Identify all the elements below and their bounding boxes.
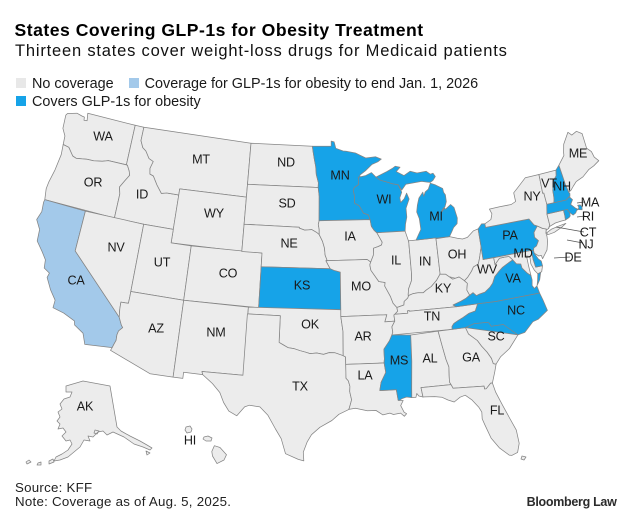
svg-text:MN: MN <box>330 169 349 183</box>
svg-text:CT: CT <box>580 226 597 240</box>
svg-text:CA: CA <box>67 274 85 288</box>
svg-text:TN: TN <box>424 310 440 324</box>
svg-text:MT: MT <box>192 153 210 167</box>
svg-text:MD: MD <box>513 247 532 261</box>
svg-text:NH: NH <box>553 180 571 194</box>
svg-text:KY: KY <box>435 282 452 296</box>
svg-text:HI: HI <box>184 434 196 448</box>
svg-text:CO: CO <box>219 267 238 281</box>
svg-text:NE: NE <box>280 237 297 251</box>
svg-text:MA: MA <box>581 196 600 210</box>
svg-text:AR: AR <box>354 330 371 344</box>
svg-text:IA: IA <box>344 230 356 244</box>
svg-text:SD: SD <box>278 197 295 211</box>
svg-text:TX: TX <box>292 380 308 394</box>
svg-text:WV: WV <box>477 263 498 277</box>
svg-text:SC: SC <box>487 330 504 344</box>
svg-text:IN: IN <box>419 255 431 269</box>
svg-text:FL: FL <box>490 404 504 418</box>
svg-text:OR: OR <box>84 176 103 190</box>
svg-text:AK: AK <box>77 400 94 414</box>
svg-text:NM: NM <box>206 326 225 340</box>
svg-text:PA: PA <box>502 229 518 243</box>
svg-text:VA: VA <box>505 272 521 286</box>
svg-text:NV: NV <box>107 241 125 255</box>
svg-text:ME: ME <box>569 147 588 161</box>
svg-text:MI: MI <box>429 210 443 224</box>
svg-text:NC: NC <box>507 304 525 318</box>
svg-text:WI: WI <box>377 193 392 207</box>
svg-text:AZ: AZ <box>148 322 164 336</box>
svg-text:DE: DE <box>564 251 581 265</box>
svg-text:ND: ND <box>277 156 295 170</box>
svg-text:VT: VT <box>541 177 557 191</box>
svg-text:ID: ID <box>136 188 148 202</box>
svg-text:KS: KS <box>294 279 310 293</box>
svg-text:NY: NY <box>523 190 541 204</box>
svg-text:MS: MS <box>390 354 409 368</box>
svg-text:WY: WY <box>204 207 225 221</box>
svg-text:AL: AL <box>422 352 437 366</box>
svg-text:WA: WA <box>93 130 113 144</box>
svg-text:MO: MO <box>351 280 371 294</box>
svg-text:NJ: NJ <box>579 238 594 252</box>
svg-text:OK: OK <box>301 318 320 332</box>
svg-text:GA: GA <box>462 351 481 365</box>
svg-text:UT: UT <box>154 256 171 270</box>
svg-text:IL: IL <box>391 254 401 268</box>
svg-text:LA: LA <box>357 369 373 383</box>
svg-text:OH: OH <box>448 248 467 262</box>
svg-text:RI: RI <box>582 210 594 224</box>
